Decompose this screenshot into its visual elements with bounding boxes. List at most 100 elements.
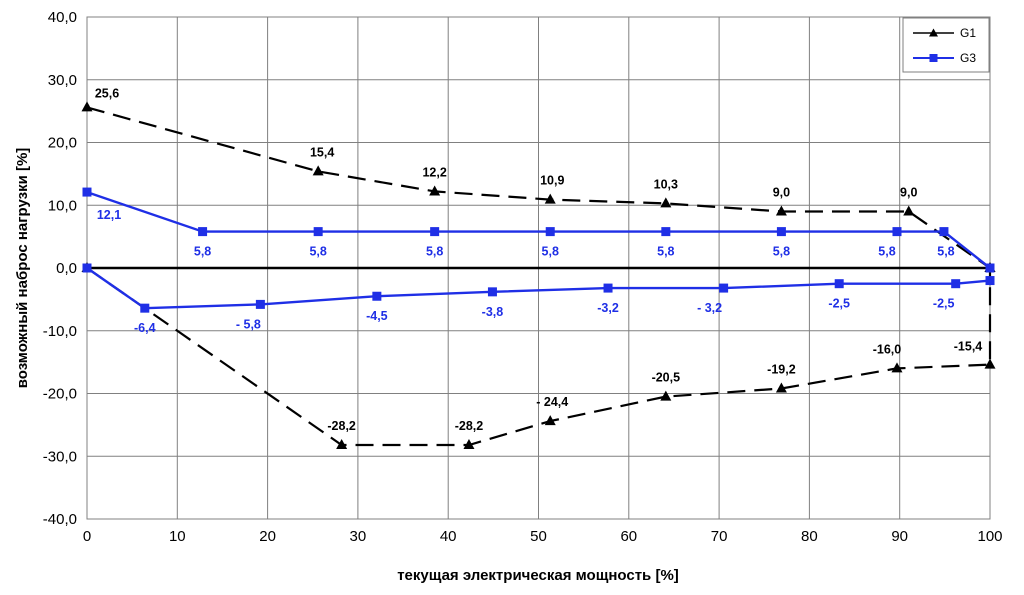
legend-marker-g1: [929, 28, 938, 37]
x-tick-label: 60: [620, 528, 637, 545]
data-label-g1: -28,2: [327, 419, 356, 433]
data-label-g3: -4,5: [366, 309, 388, 323]
data-label-g3: 5,8: [773, 245, 790, 259]
legend: G1 G3: [902, 17, 990, 73]
series-line-g3-upper: [86, 190, 991, 269]
data-point-g3: [776, 227, 786, 237]
data-point-g3: [140, 303, 150, 313]
data-label-g1: 9,0: [773, 186, 790, 200]
y-tick-label: 10,0: [48, 197, 77, 214]
data-labels: 25,6 15,4 12,2 10,9 10,3 9,0 9,0 -28,2 -28,2 - 24…: [95, 86, 982, 433]
data-point-g1: [81, 101, 93, 112]
legend-marker-g3: [929, 54, 938, 62]
data-label-g3: - 5,8: [236, 317, 261, 331]
grid: [86, 16, 991, 520]
y-tick-label: -20,0: [43, 386, 77, 403]
data-point-g1: [775, 382, 787, 393]
data-label-g3: 5,8: [194, 245, 211, 259]
x-tick-label: 80: [801, 528, 818, 545]
x-axis-title: текущая электрическая мощность [%]: [397, 567, 679, 584]
data-point-g3: [198, 227, 208, 237]
data-label-g1: 12,2: [422, 165, 446, 179]
data-point-g1: [544, 193, 556, 204]
data-point-g1: [312, 165, 324, 176]
data-label-g1: 10,9: [540, 174, 564, 188]
data-label-g1: -28,2: [455, 419, 484, 433]
series-line-g1-upper: [86, 106, 991, 269]
data-label-g3: 5,8: [542, 245, 559, 259]
data-point-g3: [892, 227, 902, 237]
data-point-g1: [660, 390, 672, 401]
x-tick-label: 50: [530, 528, 547, 545]
y-tick-label: -30,0: [43, 448, 77, 465]
data-point-g3: [545, 227, 555, 237]
data-point-g1: [336, 438, 348, 449]
data-point-g1: [903, 205, 915, 216]
legend-label-g3: G3: [960, 51, 976, 65]
data-point-g3: [985, 263, 995, 273]
data-label-g3: -2,5: [828, 297, 850, 311]
data-label-g1: -20,5: [652, 371, 681, 385]
data-point-g1: [429, 185, 441, 196]
legend-label-g1: G1: [960, 26, 976, 40]
data-label-g3: 5,8: [937, 245, 954, 259]
data-point-g3: [255, 299, 265, 309]
data-point-g1: [891, 362, 903, 373]
data-point-g3: [487, 287, 497, 297]
data-label-g3: -6,4: [134, 321, 156, 335]
series-group: [81, 101, 996, 449]
data-point-g3: [82, 263, 92, 273]
data-label-g1: 10,3: [654, 177, 678, 191]
x-tick-label: 20: [259, 528, 276, 545]
x-tick-label: 30: [350, 528, 367, 545]
data-point-g1: [660, 197, 672, 208]
data-point-g3: [985, 276, 995, 286]
data-point-g3: [603, 283, 613, 293]
data-label-g1: -15,4: [954, 340, 983, 354]
y-tick-label: -10,0: [43, 323, 77, 340]
data-label-g1: -16,0: [873, 342, 902, 356]
data-label-g1: 9,0: [900, 186, 917, 200]
data-label-g3: -3,8: [482, 305, 504, 319]
x-tick-label: 90: [891, 528, 908, 545]
data-point-g3: [939, 227, 949, 237]
data-label-g3: 5,8: [878, 245, 895, 259]
data-label-g3: -3,2: [597, 301, 619, 315]
data-point-g1: [544, 415, 556, 426]
data-point-g1: [463, 438, 475, 449]
data-label-g1: 15,4: [310, 145, 334, 159]
y-tick-label: 30,0: [48, 72, 77, 89]
y-tick-label: 20,0: [48, 135, 77, 152]
data-point-g3: [834, 279, 844, 289]
data-point-g3: [951, 279, 961, 289]
data-label-g3: - 3,2: [697, 301, 722, 315]
x-tick-label: 70: [711, 528, 728, 545]
data-label-g3: 5,8: [657, 245, 674, 259]
data-point-g3: [430, 227, 440, 237]
data-point-g3: [82, 187, 92, 197]
data-label-g3: -2,5: [933, 297, 955, 311]
data-label-g3: 12,1: [97, 208, 121, 222]
x-tick-label: 0: [83, 528, 91, 545]
y-tick-label: 40,0: [48, 9, 77, 26]
y-tick-label: -40,0: [43, 511, 77, 528]
data-point-g3: [372, 291, 382, 301]
data-label-g1: -19,2: [767, 362, 796, 376]
y-tick-label: 0,0: [56, 260, 77, 277]
x-tick-label: 100: [977, 528, 1002, 545]
data-point-g3: [313, 227, 323, 237]
x-tick-label: 40: [440, 528, 457, 545]
y-axis-title: возможный наброс нагрузки [%]: [14, 148, 31, 389]
series-line-g3-lower: [86, 267, 991, 310]
x-tick-label: 10: [169, 528, 186, 545]
data-point-g3: [719, 283, 729, 293]
data-point-g3: [661, 227, 671, 237]
legend-box: [902, 17, 990, 73]
series-line-g1-lower: [86, 267, 992, 447]
tick-labels: 0 10 20 30 40 50 60 70 80 90 100 40,0 30,0 20,0 10,0 0,…: [43, 9, 1003, 545]
data-label-g3: 5,8: [426, 245, 443, 259]
data-label-g1: 25,6: [95, 86, 119, 100]
data-label-g1: - 24,4: [536, 395, 568, 409]
data-point-g1: [775, 205, 787, 216]
